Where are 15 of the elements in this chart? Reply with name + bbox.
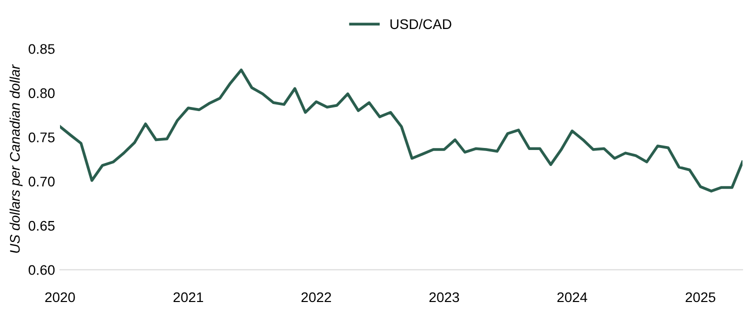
x-tick-label: 2020 <box>45 292 75 302</box>
y-axis-title: US dollars per Canadian dollar <box>10 64 23 253</box>
line-series <box>60 68 742 192</box>
x-tick-label: 2021 <box>174 292 204 302</box>
y-tick-label: 0.75 <box>28 132 55 142</box>
y-tick-label: 0.70 <box>28 176 55 187</box>
y-tick-label: 0.85 <box>28 44 55 54</box>
legend-label: USD/CAD <box>390 18 452 30</box>
x-tick-label: 2025 <box>686 292 716 302</box>
y-tick-label: 0.65 <box>28 220 55 231</box>
y-tick-label: 0.80 <box>28 88 55 98</box>
y-tick-label: 0.60 <box>28 265 55 275</box>
x-tick-label: 2024 <box>557 292 588 302</box>
x-tick-label: 2023 <box>429 292 460 302</box>
x-tick-label: 2022 <box>301 292 331 302</box>
